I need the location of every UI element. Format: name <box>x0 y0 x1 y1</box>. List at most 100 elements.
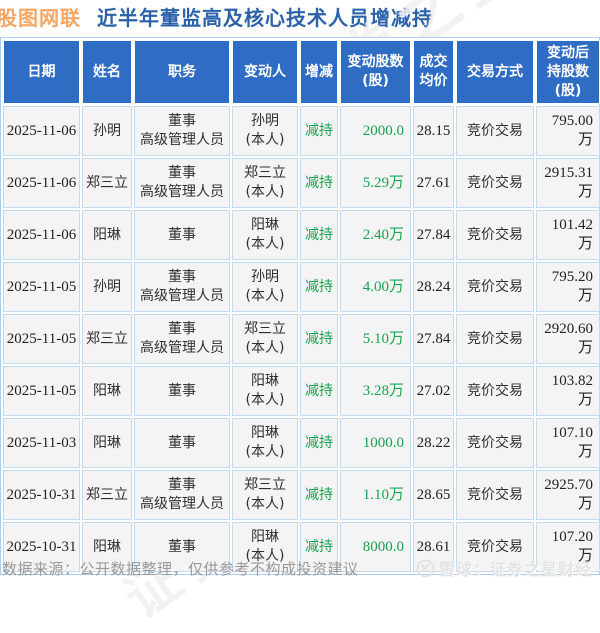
cell-date: 2025-11-06 <box>3 106 80 156</box>
cell-name: 阳琳 <box>82 522 132 572</box>
header-cell-shares: 变动股数 (股) <box>340 40 411 104</box>
cell-position: 董事 <box>134 366 230 416</box>
table-header: 日期 姓名 职务 变动人 增减 变动股数 (股) 成交 均价 交易方式 变动后 持股数 (股) <box>3 40 600 104</box>
cell-changer: 孙明 (本人) <box>232 106 298 156</box>
cell-method: 竞价交易 <box>456 106 534 156</box>
footer: 数据来源：公开数据整理，仅供参考不构成投资建议 雪球：证券之星财经 <box>0 557 600 579</box>
cell-date: 2025-10-31 <box>3 522 80 572</box>
cell-price: 28.15 <box>413 106 454 156</box>
table-body: 2025-11-06 孙明 董事 高级管理人员 孙明 (本人) 减持 2000.0 28.1… <box>3 106 600 572</box>
cell-shares: 2000.0 <box>340 106 411 156</box>
cell-price: 27.84 <box>413 314 454 364</box>
cell-direction: 减持 <box>300 522 338 572</box>
cell-after: 795.20万 <box>536 262 600 312</box>
cell-position: 董事 高级管理人员 <box>134 262 230 312</box>
cell-name: 郑三立 <box>82 314 132 364</box>
header-cell-position: 职务 <box>134 40 230 104</box>
cell-changer: 郑三立 (本人) <box>232 158 298 208</box>
cell-price: 27.61 <box>413 158 454 208</box>
holdings-change-table: 日期 姓名 职务 变动人 增减 变动股数 (股) 成交 均价 交易方式 变动后 持股数 (股) … <box>0 37 600 575</box>
cell-position: 董事 <box>134 418 230 468</box>
cell-date: 2025-11-05 <box>3 314 80 364</box>
watermark-credit: 雪球：证券之星财经 <box>416 556 600 580</box>
data-table: 日期 姓名 职务 变动人 增减 变动股数 (股) 成交 均价 交易方式 变动后 持股数 (股) … <box>1 38 600 574</box>
cell-shares: 1.10万 <box>340 470 411 520</box>
cell-direction: 减持 <box>300 418 338 468</box>
cell-direction: 减持 <box>300 262 338 312</box>
header-cell-direction: 增减 <box>300 40 338 104</box>
cell-price: 28.22 <box>413 418 454 468</box>
cell-price: 27.84 <box>413 210 454 260</box>
cell-position: 董事 高级管理人员 <box>134 314 230 364</box>
cell-shares: 4.00万 <box>340 262 411 312</box>
cell-name: 阳琳 <box>82 366 132 416</box>
cell-position: 董事 <box>134 210 230 260</box>
cell-date: 2025-11-05 <box>3 262 80 312</box>
cell-price: 27.02 <box>413 366 454 416</box>
cell-changer: 阳琳 (本人) <box>232 418 298 468</box>
cell-shares: 8000.0 <box>340 522 411 572</box>
cell-shares: 1000.0 <box>340 418 411 468</box>
cell-direction: 减持 <box>300 366 338 416</box>
table-row: 2025-10-31 郑三立 董事 高级管理人员 郑三立 (本人) 减持 1.10万 28.… <box>3 470 600 520</box>
data-source-note: 数据来源：公开数据整理，仅供参考不构成投资建议 <box>2 559 359 578</box>
cell-after: 2915.31万 <box>536 158 600 208</box>
table-row: 2025-11-06 郑三立 董事 高级管理人员 郑三立 (本人) 减持 5.29万 27.… <box>3 158 600 208</box>
header-row: 日期 姓名 职务 变动人 增减 变动股数 (股) 成交 均价 交易方式 变动后 持股数 (股) <box>3 40 600 104</box>
cell-date: 2025-10-31 <box>3 470 80 520</box>
cell-price: 28.61 <box>413 522 454 572</box>
cell-price: 28.24 <box>413 262 454 312</box>
cell-shares: 5.10万 <box>340 314 411 364</box>
header-cell-name: 姓名 <box>82 40 132 104</box>
cell-method: 竞价交易 <box>456 158 534 208</box>
cell-direction: 减持 <box>300 314 338 364</box>
cell-changer: 阳琳 (本人) <box>232 366 298 416</box>
table-row: 2025-11-03 阳琳 董事 阳琳 (本人) 减持 1000.0 28.22 竞价交易 10… <box>3 418 600 468</box>
cell-direction: 减持 <box>300 106 338 156</box>
table-row: 2025-11-05 孙明 董事 高级管理人员 孙明 (本人) 减持 4.00万 28.24… <box>3 262 600 312</box>
cell-after: 795.00万 <box>536 106 600 156</box>
cell-changer: 郑三立 (本人) <box>232 314 298 364</box>
cell-direction: 减持 <box>300 470 338 520</box>
cell-method: 竞价交易 <box>456 262 534 312</box>
cell-name: 阳琳 <box>82 418 132 468</box>
header-cell-price: 成交 均价 <box>413 40 454 104</box>
cell-after: 103.82万 <box>536 366 600 416</box>
cell-after: 101.42万 <box>536 210 600 260</box>
cell-position: 董事 高级管理人员 <box>134 106 230 156</box>
cell-date: 2025-11-03 <box>3 418 80 468</box>
table-row: 2025-11-05 阳琳 董事 阳琳 (本人) 减持 3.28万 27.02 竞价交易 103… <box>3 366 600 416</box>
cell-method: 竞价交易 <box>456 522 534 572</box>
header-cell-date: 日期 <box>3 40 80 104</box>
cell-shares: 5.29万 <box>340 158 411 208</box>
cell-method: 竞价交易 <box>456 210 534 260</box>
cell-method: 竞价交易 <box>456 470 534 520</box>
cell-changer: 阳琳 (本人) <box>232 210 298 260</box>
cell-date: 2025-11-06 <box>3 210 80 260</box>
cell-changer: 阳琳 (本人) <box>232 522 298 572</box>
cell-position: 董事 高级管理人员 <box>134 470 230 520</box>
cell-position: 董事 <box>134 522 230 572</box>
table-row: 2025-11-06 阳琳 董事 阳琳 (本人) 减持 2.40万 27.84 竞价交易 101… <box>3 210 600 260</box>
cell-after: 107.20万 <box>536 522 600 572</box>
header-cell-after: 变动后 持股数 (股) <box>536 40 600 104</box>
cell-after: 2925.70万 <box>536 470 600 520</box>
cell-position: 董事 高级管理人员 <box>134 158 230 208</box>
xueqiu-logo-icon <box>416 559 435 577</box>
cell-date: 2025-11-06 <box>3 158 80 208</box>
cell-date: 2025-11-05 <box>3 366 80 416</box>
cell-name: 郑三立 <box>82 158 132 208</box>
cell-changer: 孙明 (本人) <box>232 262 298 312</box>
title-text: 近半年董监高及核心技术人员增减持 <box>96 6 433 30</box>
cell-method: 竞价交易 <box>456 314 534 364</box>
cell-direction: 减持 <box>300 210 338 260</box>
cell-after: 2920.60万 <box>536 314 600 364</box>
header-cell-changer: 变动人 <box>232 40 298 104</box>
header-cell-method: 交易方式 <box>456 40 534 104</box>
cell-price: 28.65 <box>413 470 454 520</box>
table-row: 2025-11-06 孙明 董事 高级管理人员 孙明 (本人) 减持 2000.0 28.1… <box>3 106 600 156</box>
cell-changer: 郑三立 (本人) <box>232 470 298 520</box>
table-row: 2025-11-05 郑三立 董事 高级管理人员 郑三立 (本人) 减持 5.10万 27.… <box>3 314 600 364</box>
cell-method: 竞价交易 <box>456 418 534 468</box>
cell-name: 郑三立 <box>82 470 132 520</box>
